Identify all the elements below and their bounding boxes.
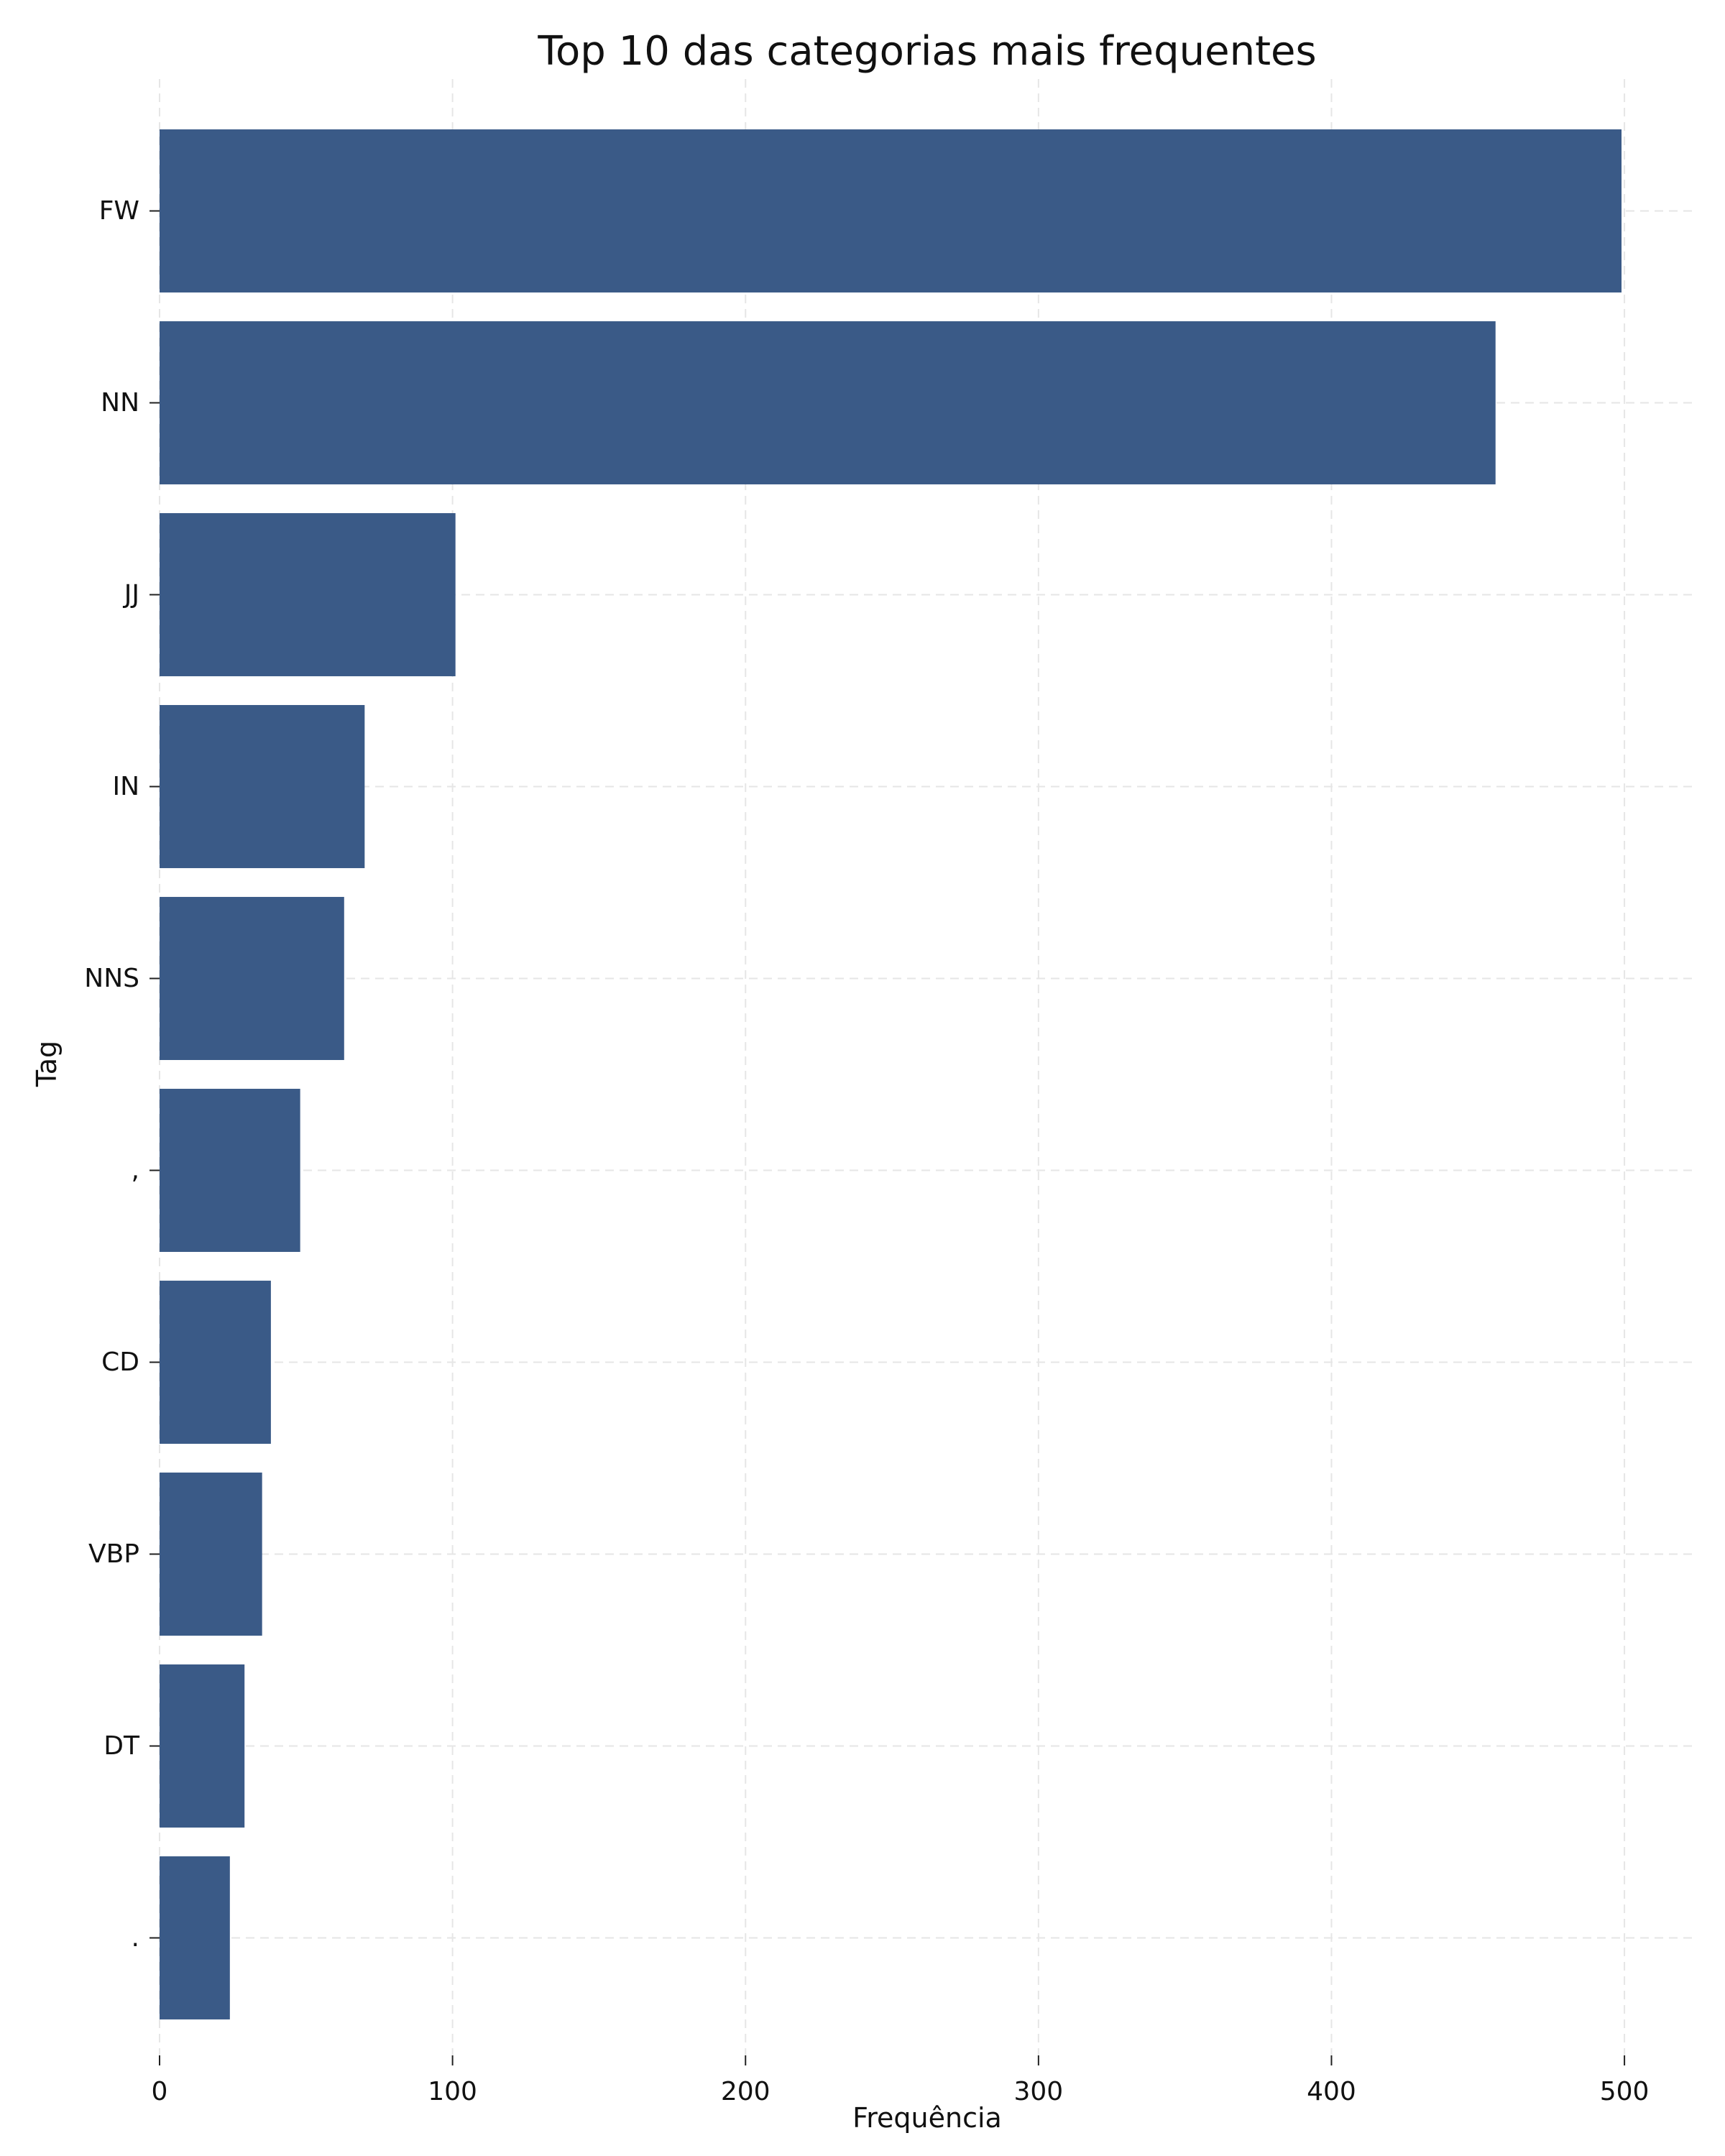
bar [160,321,1496,484]
y-tick-label: VBP [88,1539,139,1569]
y-tick-label: IN [112,772,139,801]
x-axis-title: Frequência [852,2102,1002,2134]
bars [160,129,1622,2019]
bar [160,705,365,868]
bar [160,129,1622,292]
y-axis-title: Tag [31,1041,63,1087]
y-tick-label: . [132,1923,139,1953]
y-tick-label: DT [104,1731,140,1761]
bar [160,1856,230,2019]
y-tick-label: NNS [84,964,139,993]
x-tick-label: 400 [1307,2077,1356,2106]
y-tick-label: FW [99,196,139,226]
bar [160,513,456,676]
chart-title: Top 10 das categorias mais frequentes [537,28,1316,75]
bar [160,1664,245,1828]
y-tick-label: JJ [123,580,139,609]
x-tick-label: 100 [428,2077,477,2106]
y-axis: FW NN JJ IN NNS, CD VBP DT. [84,196,160,1953]
bar [160,897,344,1060]
bar [160,1473,262,1636]
y-tick-label: NN [101,388,139,418]
y-tick-label: , [132,1156,139,1185]
y-tick-label: CD [101,1348,139,1377]
x-axis: 0 100 200 300 400 500 [152,2055,1650,2106]
bar [160,1281,271,1444]
x-tick-label: 300 [1013,2077,1063,2106]
x-tick-label: 0 [152,2077,168,2106]
x-tick-label: 200 [721,2077,770,2106]
bar [160,1089,300,1252]
x-tick-label: 500 [1600,2077,1650,2106]
